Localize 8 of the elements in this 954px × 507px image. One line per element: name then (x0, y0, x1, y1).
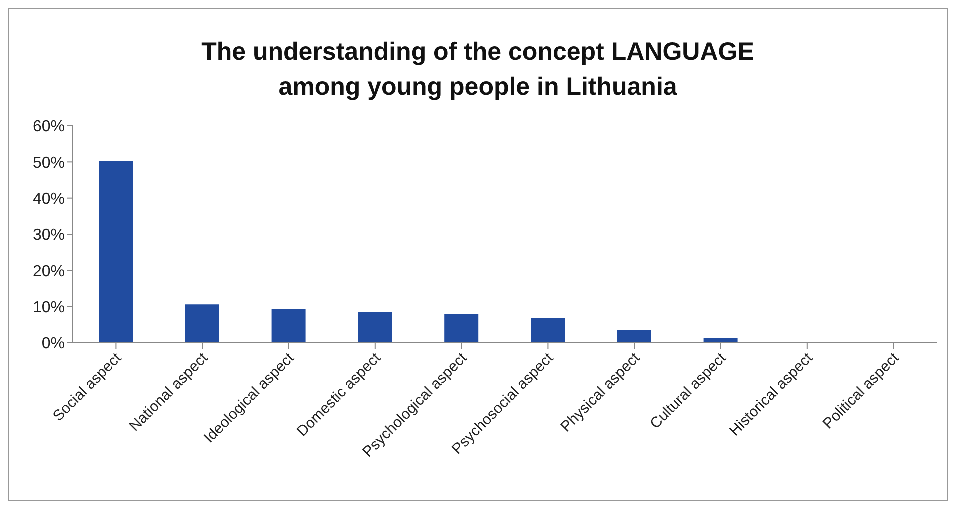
y-tick-label: 60% (32, 118, 65, 136)
y-tick-label: 10% (32, 300, 65, 317)
y-tick-label: 30% (32, 227, 65, 244)
y-tick-label: 20% (32, 263, 65, 280)
chart-title: The understanding of the concept LANGUAGE among young people in Lithuania (200, 37, 756, 103)
y-tick-label: 40% (32, 191, 65, 208)
y-tick-label: 0% (42, 336, 65, 353)
y-tick-label: 50% (32, 154, 65, 172)
